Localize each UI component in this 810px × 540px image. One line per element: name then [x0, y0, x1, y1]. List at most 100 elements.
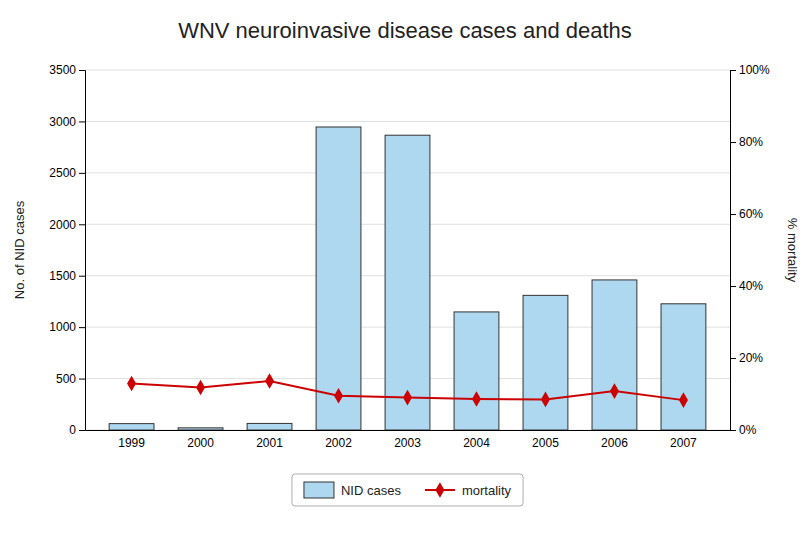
- tick-label: 100%: [739, 63, 770, 77]
- tick-mark: [79, 430, 85, 431]
- bar: [592, 280, 637, 430]
- tick-label: 2000: [187, 436, 214, 450]
- tick-label: 2007: [670, 436, 697, 450]
- tick-mark: [79, 173, 85, 174]
- legend-items: NID cases mortality: [304, 482, 512, 498]
- chart: WNV neuroinvasive disease cases and deat…: [0, 0, 810, 540]
- tick-mark: [79, 327, 85, 328]
- x-axis: 1999 2000 2001 2002 2003 2004 2005 2006 2007: [86, 431, 731, 450]
- tick-label: 60%: [739, 207, 763, 221]
- marks: [109, 127, 706, 430]
- marker: [472, 391, 481, 407]
- tick-label: 1000: [49, 320, 76, 334]
- tick-mark: [730, 286, 736, 287]
- tick: 2001: [256, 436, 283, 450]
- tick-label: 2002: [325, 436, 352, 450]
- grid-line: [85, 70, 730, 71]
- tick-label: 0: [69, 423, 76, 437]
- bar-series: [109, 127, 706, 430]
- legend-marker: [435, 482, 444, 498]
- tick-label: 2500: [49, 166, 76, 180]
- tick: 1000: [49, 320, 85, 334]
- tick-mark: [79, 121, 85, 122]
- bar: [109, 424, 154, 430]
- axis-line: [86, 430, 731, 431]
- grid-line: [85, 121, 730, 122]
- legend-label: mortality: [462, 483, 512, 498]
- marker: [334, 388, 343, 404]
- plot: 1999 2000 2001 2002 2003 2004 2005 2006 2007 0 500…: [49, 63, 770, 449]
- legend-item: mortality: [425, 482, 512, 498]
- tick: 20%: [730, 351, 763, 365]
- bar: [454, 312, 499, 430]
- tick: 40%: [730, 279, 763, 293]
- tick: 60%: [730, 207, 763, 221]
- tick-label: 1500: [49, 269, 76, 283]
- marker: [610, 383, 619, 399]
- bar: [316, 127, 361, 430]
- tick: 100%: [730, 63, 770, 77]
- legend: NID cases mortality: [292, 474, 523, 506]
- tick-label: 2005: [532, 436, 559, 450]
- tick-mark: [730, 358, 736, 359]
- tick-mark: [79, 379, 85, 380]
- tick-label: 2004: [463, 436, 490, 450]
- axis-line: [79, 71, 86, 431]
- bar: [178, 428, 223, 430]
- tick: 1999: [118, 436, 145, 450]
- legend-label: NID cases: [341, 483, 401, 498]
- tick-label: 20%: [739, 351, 763, 365]
- legend-swatch: [304, 482, 334, 498]
- marker: [127, 376, 136, 392]
- tick: 3000: [49, 115, 85, 129]
- tick: 2004: [463, 436, 490, 450]
- tick-mark: [730, 142, 736, 143]
- tick-mark: [79, 276, 85, 277]
- tick: 0: [69, 423, 85, 437]
- tick-mark: [79, 224, 85, 225]
- marker: [196, 380, 205, 396]
- tick-label: 2000: [49, 218, 76, 232]
- axis-line: [731, 71, 737, 431]
- tick: 2005: [532, 436, 559, 450]
- y-axis: 0 500 1000 1500 2000 2500 3000 3500: [49, 63, 85, 437]
- tick-mark: [730, 430, 736, 431]
- tick-label: 40%: [739, 279, 763, 293]
- tick-label: 0%: [739, 423, 757, 437]
- bar: [523, 295, 568, 430]
- bar: [385, 135, 430, 430]
- marker: [403, 390, 412, 406]
- tick: 0%: [730, 423, 757, 437]
- tick-label: 80%: [739, 135, 763, 149]
- tick-mark: [730, 214, 736, 215]
- legend-item: NID cases: [304, 482, 401, 498]
- tick-label: 2001: [256, 436, 283, 450]
- tick: 2006: [601, 436, 628, 450]
- tick: 2000: [49, 218, 85, 232]
- tick-label: 2006: [601, 436, 628, 450]
- bar: [247, 423, 292, 430]
- line-series: [127, 373, 688, 408]
- tick-label: 500: [56, 372, 76, 386]
- tick-label: 3000: [49, 115, 76, 129]
- legend-frame: [292, 474, 523, 506]
- marker: [541, 392, 550, 408]
- y2-axis: 0% 20% 40% 60% 80% 100%: [730, 63, 770, 437]
- tick: 2002: [325, 436, 352, 450]
- tick: 2500: [49, 166, 85, 180]
- tick: 2000: [187, 436, 214, 450]
- tick: 80%: [730, 135, 763, 149]
- tick-mark: [730, 70, 736, 71]
- tick: 3500: [49, 63, 85, 77]
- grid: [85, 70, 730, 430]
- tick-label: 1999: [118, 436, 145, 450]
- tick-label: 2003: [394, 436, 421, 450]
- marker: [265, 373, 274, 389]
- bar: [661, 304, 706, 430]
- y-axis-label: No. of NID cases: [12, 200, 27, 299]
- tick: 500: [56, 372, 85, 386]
- tick: 2003: [394, 436, 421, 450]
- tick: 1500: [49, 269, 85, 283]
- tick-mark: [79, 70, 85, 71]
- tick: 2007: [670, 436, 697, 450]
